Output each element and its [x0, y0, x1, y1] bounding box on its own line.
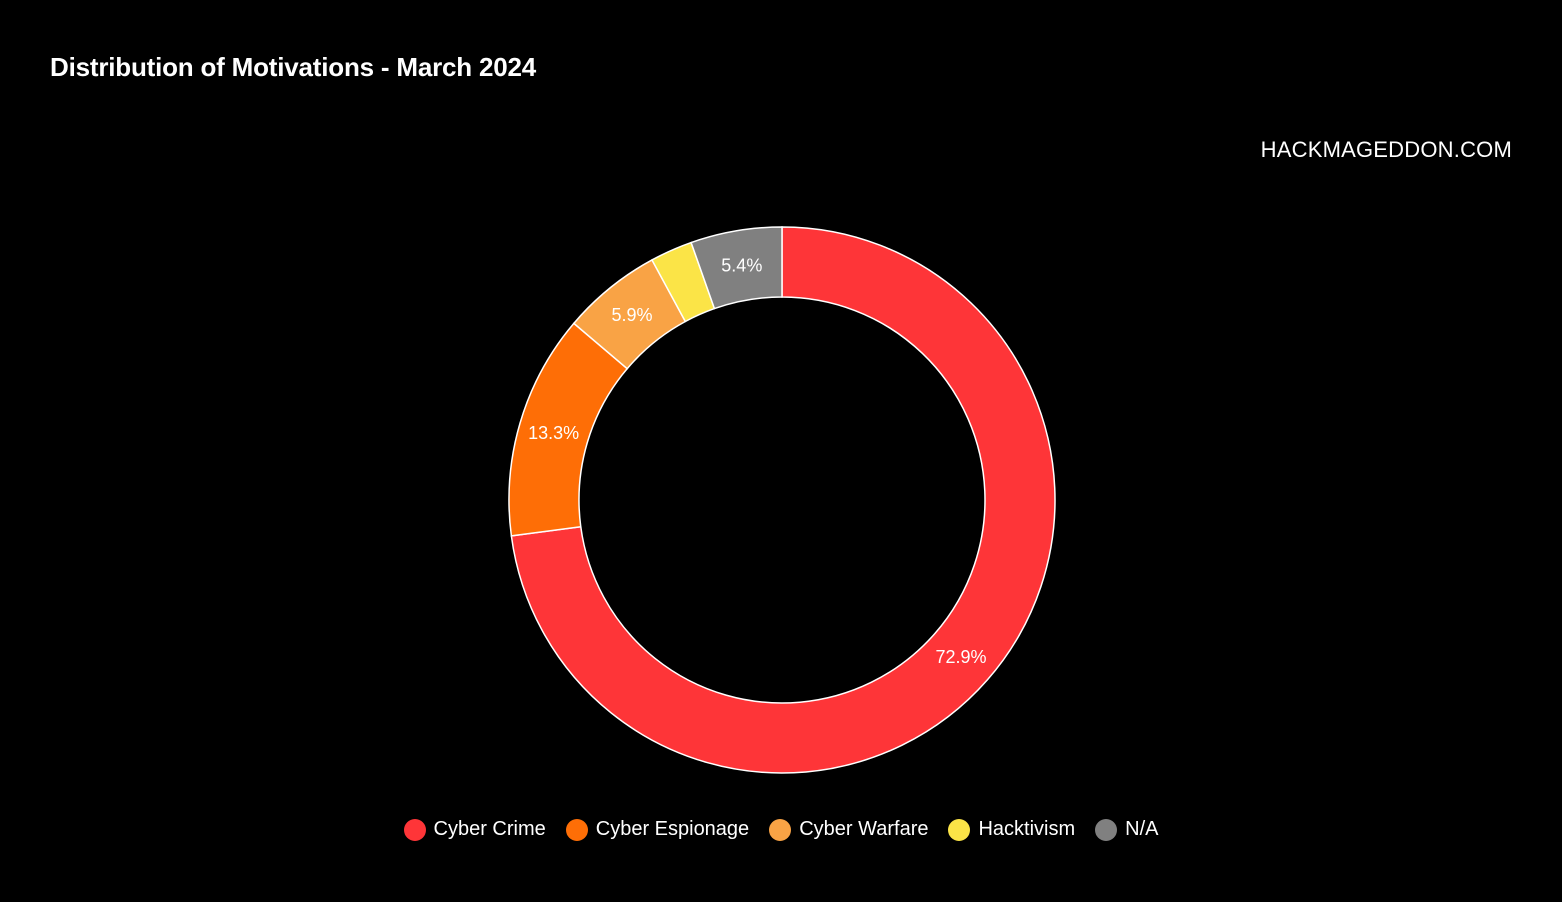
legend-label: N/A: [1125, 818, 1159, 840]
legend-swatch: [948, 818, 971, 841]
legend-label: Hacktivism: [978, 818, 1076, 840]
legend-swatch: [1095, 818, 1118, 841]
data-label-cyber-warfare: 5.9%: [612, 305, 653, 325]
legend-item-cyber-warfare[interactable]: Cyber Warfare: [769, 818, 928, 841]
chart-title: Distribution of Motivations - March 2024: [50, 52, 537, 82]
data-label-cyber-crime: 72.9%: [935, 647, 986, 667]
legend-swatch: [403, 818, 426, 841]
legend-swatch: [769, 818, 792, 841]
slice-cyber-crime[interactable]: [510, 226, 1056, 774]
data-label-cyber-espionage: 13.3%: [528, 423, 579, 443]
legend-item-n-a[interactable]: N/A: [1095, 818, 1159, 841]
data-label-n-a: 5.4%: [721, 255, 762, 275]
legend-item-hacktivism[interactable]: Hacktivism: [948, 818, 1075, 841]
legend-label: Cyber Warfare: [799, 818, 929, 840]
watermark: HACKMAGEDDON.COM: [1260, 137, 1512, 162]
slice-n-a[interactable]: [690, 226, 783, 310]
legend-swatch: [565, 818, 588, 841]
legend-label: Cyber Espionage: [595, 818, 750, 840]
legend-item-cyber-crime[interactable]: Cyber Crime: [403, 818, 546, 841]
legend: Cyber Crime Cyber Espionage Cyber Warfare H…: [0, 818, 1562, 841]
legend-item-cyber-espionage[interactable]: Cyber Espionage: [565, 818, 750, 841]
legend-label: Cyber Crime: [433, 818, 546, 840]
